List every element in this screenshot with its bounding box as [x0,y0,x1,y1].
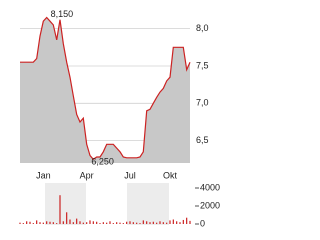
x-tick-label: Okt [163,170,178,180]
volume-bar [82,222,84,224]
y-tick-label: 7,5 [196,60,209,70]
volume-bar [89,220,91,224]
x-tick-label: Jul [124,170,136,180]
volume-bar [56,223,58,224]
volume-bar [129,221,131,224]
y-tick-label: 7,0 [196,98,209,108]
volume-bar [59,195,61,224]
volume-bar [166,222,168,224]
volume-bar [79,221,81,224]
volume-bar [36,220,38,224]
volume-bar [112,223,114,224]
annotation: 6,250 [91,157,114,167]
volume-bar [52,222,54,224]
volume-bar [96,221,98,224]
volume-bar [139,223,141,224]
volume-bar [132,222,134,224]
annotation: 8,150 [51,9,74,19]
y-tick-label: 2000 [200,200,220,210]
y-tick-label: 4000 [200,182,220,192]
y-tick-label: 0 [200,218,205,228]
volume-bar [149,222,151,224]
volume-bar [66,212,68,224]
volume-shade [127,183,169,225]
volume-bar [152,221,154,224]
volume-bar [49,221,51,224]
volume-bar [146,221,148,224]
x-tick-label: Jan [36,170,51,180]
volume-bar [72,222,74,224]
volume-bar [32,223,34,224]
volume-bar [99,223,101,224]
price-area [20,17,190,163]
volume-bar [102,222,104,224]
volume-shade [45,183,86,225]
volume-bar [189,220,191,224]
volume-bar [169,220,171,224]
stock-chart: 6,5 7,0 7,5 8,0 Jan Apr Jul Okt 8,150 6,250 0 2000 4… [19,9,220,228]
volume-bar [162,222,164,224]
volume-bar [106,222,108,224]
volume-bar [19,222,21,224]
volume-bar [142,220,144,224]
volume-bar [86,222,88,224]
volume-bar [39,222,41,224]
volume-bar [46,221,48,224]
x-tick-label: Apr [80,170,94,180]
y-tick-label: 6,5 [196,135,209,145]
volume-bar [186,217,188,224]
volume-bar [122,223,124,224]
volume-bar [182,219,184,224]
volume-bar [116,222,118,224]
volume-bar [136,222,138,224]
volume-bar [159,221,161,224]
volume-bar [109,221,111,224]
volume-bar [92,221,94,224]
volume-bar [179,222,181,224]
y-tick-label: 8,0 [196,23,209,33]
volume-bar [156,222,158,224]
volume-bar [29,221,31,224]
price-line [20,16,191,161]
volume-bar [69,219,71,224]
volume-bar [22,223,24,224]
volume-bar [62,221,64,224]
volume-bar [126,221,128,224]
volume-bar [172,219,174,224]
volume-bar [42,222,44,224]
volume-bar [26,221,28,224]
volume-bar [76,218,78,224]
volume-bar [119,222,121,224]
volume-bar [176,221,178,224]
